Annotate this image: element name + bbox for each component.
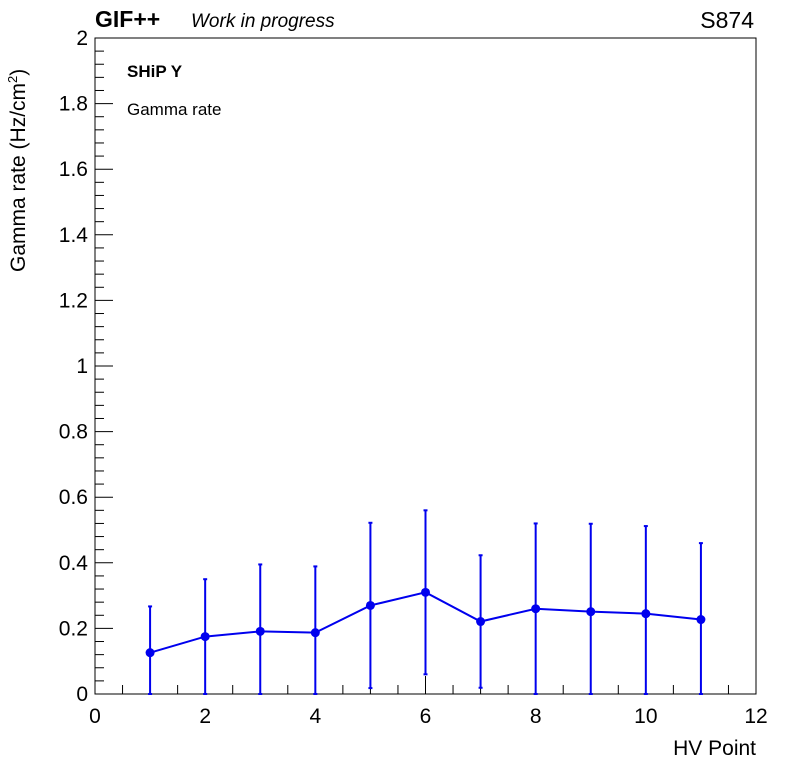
y-tick-label: 1.4 xyxy=(59,224,89,247)
x-tick-label: 12 xyxy=(744,705,767,728)
x-tick-label: 10 xyxy=(634,705,657,728)
y-tick-label: 2 xyxy=(76,27,88,50)
data-point xyxy=(531,604,541,614)
y-axis-label: Gamma rate (Hz/cm2) xyxy=(5,69,30,272)
experiment-title: GIF++ xyxy=(95,6,161,32)
y-axis-label-superscript: 2 xyxy=(5,76,20,83)
y-tick-label: 0.6 xyxy=(59,486,88,509)
data-point xyxy=(586,607,596,617)
data-point xyxy=(641,609,651,619)
y-tick-label: 1.6 xyxy=(59,158,88,181)
y-tick-label: 0.4 xyxy=(59,552,89,575)
run-label: S874 xyxy=(700,7,754,33)
y-tick-label: 1.8 xyxy=(59,93,88,116)
y-tick-label: 0 xyxy=(76,683,88,706)
gamma-rate-series xyxy=(145,509,706,695)
y-tick-label: 1.2 xyxy=(59,289,88,312)
x-tick-label: 2 xyxy=(199,705,211,728)
x-tick-label: 0 xyxy=(89,705,101,728)
x-tick-label: 4 xyxy=(309,705,321,728)
x-axis-label: HV Point xyxy=(673,737,756,760)
data-point xyxy=(476,617,486,627)
y-tick-label: 1 xyxy=(76,355,88,378)
y-axis-label-end: ) xyxy=(7,69,30,76)
y-tick-label: 0.2 xyxy=(59,617,88,640)
data-point xyxy=(200,632,210,642)
data-point xyxy=(696,615,706,625)
x-tick-label: 6 xyxy=(420,705,432,728)
data-point xyxy=(310,628,320,638)
data-point xyxy=(145,648,155,658)
y-tick-label: 0.8 xyxy=(59,421,88,444)
legend-entry-label: Gamma rate xyxy=(127,100,221,119)
axes: 0 2 4 6 8 10 12 0 0.2 0.4 0.6 0.8 1 1.2 1.4 1.6 1.8 2 xyxy=(59,27,768,728)
data-point xyxy=(255,626,265,636)
legend-chamber-label: SHiP Y xyxy=(127,62,183,81)
x-tick-label: 8 xyxy=(530,705,542,728)
data-point xyxy=(365,600,375,610)
data-point xyxy=(421,587,430,597)
status-subtitle: Work in progress xyxy=(191,11,335,32)
y-axis-label-main: Gamma rate (Hz/cm xyxy=(7,83,30,272)
